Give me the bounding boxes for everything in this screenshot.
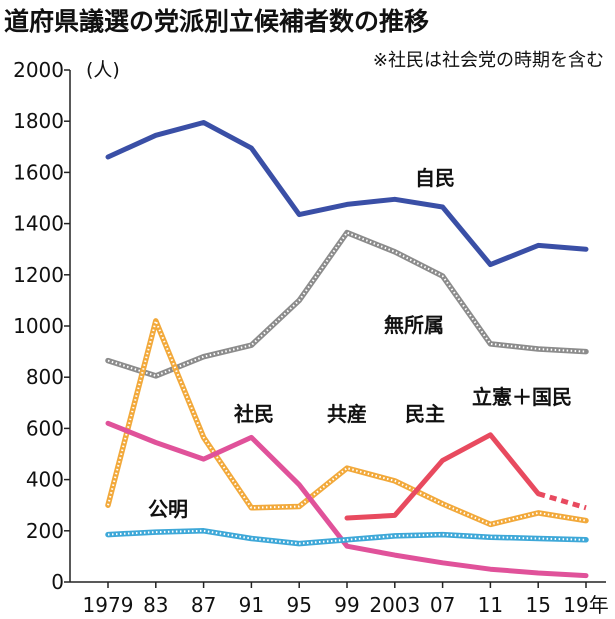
y-tick-label: 1000 (13, 314, 64, 338)
x-tick-label: 2003 (369, 593, 420, 617)
y-tick-label: 0 (51, 570, 64, 594)
x-tick-label: 99 (334, 593, 359, 617)
series-line-dots (107, 319, 587, 526)
axes: 0 200 400 600 800 1000 1200 1400 1600 1800 2000 197… (13, 58, 609, 617)
series-label-mushozoku: 無所属 (384, 313, 444, 337)
series-line (344, 432, 541, 521)
chart-title: 道府県議選の党派別立候補者数の推移 (4, 7, 429, 36)
y-tick-label: 200 (26, 519, 64, 543)
y-tick-label: 1600 (13, 160, 64, 184)
y-tick-label: 800 (26, 365, 64, 389)
y-tick-label: 1400 (13, 212, 64, 236)
series-line (105, 420, 589, 579)
series-label-rikken-kokumin: 立憲＋国民 (472, 385, 572, 409)
x-tick-label: 19年 (563, 593, 608, 617)
x-tick-label: 95 (286, 593, 311, 617)
y-tick-label: 400 (26, 468, 64, 492)
y-axis-unit: (人) (86, 59, 120, 81)
series-line-dots (107, 231, 587, 377)
series-line (105, 120, 589, 268)
x-tick-label: 83 (143, 593, 168, 617)
series-line-casing (105, 528, 589, 547)
series-label-kyosan: 共産 (327, 402, 367, 426)
series-lines (105, 120, 589, 579)
series-label-minshu: 民主 (405, 402, 445, 426)
series-label-komei: 公明 (148, 497, 188, 521)
x-tick-label: 87 (191, 593, 216, 617)
series-label-shamin: 社民 (233, 402, 274, 426)
y-tick-label: 2000 (13, 58, 64, 82)
chart-note: ※社民は社会党の時期を含む (373, 50, 604, 71)
series-line-dots (107, 529, 587, 545)
series-labels: 自民 無所属 共産 社民 公明 民主 立憲＋国民 (148, 166, 572, 521)
y-tick-label: 1800 (13, 109, 64, 133)
x-tick-label: 15 (525, 593, 550, 617)
x-tick-label: 11 (478, 593, 503, 617)
series-label-jimin: 自民 (415, 166, 455, 190)
x-tick-label: 1979 (83, 593, 134, 617)
y-tick-label: 600 (26, 416, 64, 440)
y-tick-label: 1200 (13, 263, 64, 287)
x-tick-label: 07 (430, 593, 455, 617)
series-line (537, 491, 587, 511)
x-tick-label: 91 (239, 593, 264, 617)
